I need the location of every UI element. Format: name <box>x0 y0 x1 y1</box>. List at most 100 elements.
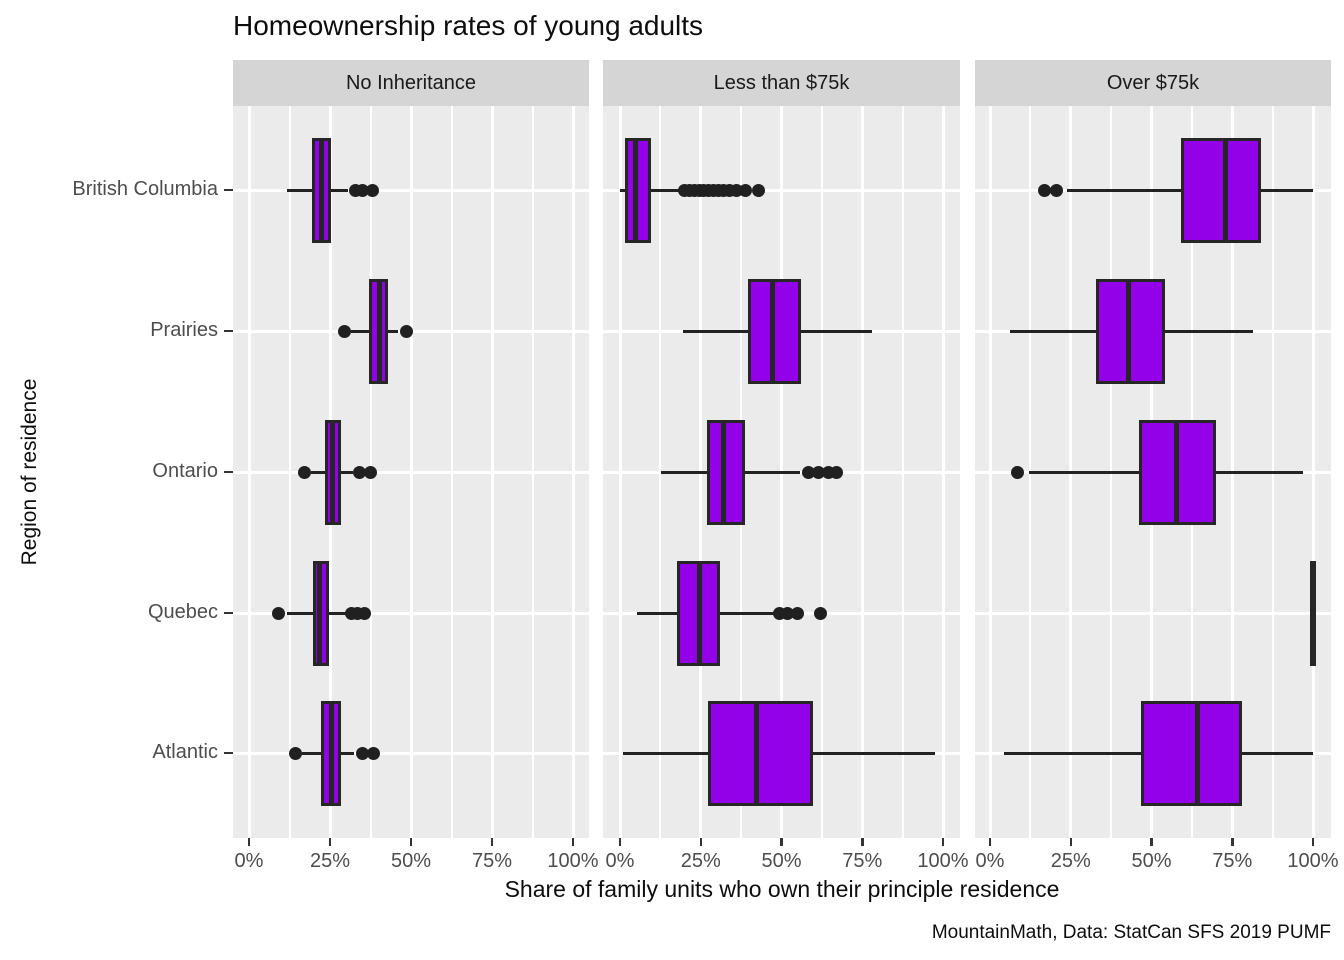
outlier-dot <box>357 606 371 620</box>
outlier-dot <box>1011 465 1025 479</box>
x-tick <box>941 838 945 846</box>
median-line <box>328 700 334 806</box>
whisker-high <box>800 329 872 333</box>
x-tick-label: 25% <box>1050 850 1091 872</box>
x-tick <box>1150 838 1153 846</box>
x-tick <box>571 838 575 846</box>
boxplot-degenerate-bar <box>1310 560 1316 666</box>
x-tick <box>1311 838 1315 846</box>
whisker-high <box>719 611 775 615</box>
whisker-high <box>813 751 935 755</box>
median-line <box>1173 419 1179 525</box>
major-gridline-horizontal <box>233 611 589 615</box>
major-gridline-horizontal <box>233 751 589 755</box>
median-line <box>329 419 335 525</box>
facet-strip-label: Less than $75k <box>713 71 850 94</box>
outlier-dot <box>791 606 805 620</box>
median-line <box>696 560 702 666</box>
x-tick <box>618 838 622 846</box>
major-gridline-horizontal <box>233 470 589 474</box>
y-tick-label: British Columbia <box>72 178 218 200</box>
box <box>1180 137 1262 243</box>
whisker-low <box>683 329 749 333</box>
outlier-dot <box>367 746 381 760</box>
y-tick <box>224 611 233 615</box>
whisker-low <box>286 611 313 615</box>
outlier-dot <box>288 746 302 760</box>
x-tick <box>328 838 332 846</box>
median-line <box>377 278 383 384</box>
median-line <box>1126 278 1132 384</box>
outlier-dot <box>352 465 366 479</box>
x-tick <box>1069 838 1072 846</box>
whisker-high <box>1261 188 1313 192</box>
whisker-high <box>330 188 349 192</box>
whisker-high <box>1242 751 1313 755</box>
outlier-dot <box>1038 183 1052 197</box>
y-tick <box>224 751 233 755</box>
major-gridline-horizontal <box>975 611 1331 615</box>
median-line <box>754 700 760 806</box>
y-tick-label: Prairies <box>150 319 218 341</box>
box <box>707 419 745 525</box>
whisker-low <box>351 329 370 333</box>
x-axis-title: Share of family units who own their prin… <box>504 876 1060 902</box>
y-tick <box>224 470 233 474</box>
y-tick <box>224 329 233 333</box>
whisker-high <box>745 470 800 474</box>
x-tick-label: 50% <box>761 850 802 872</box>
median-line <box>1222 137 1228 243</box>
outlier-dot <box>355 746 369 760</box>
x-tick-label: 0% <box>605 850 635 872</box>
outlier-dot <box>1049 183 1063 197</box>
facet-strip: Less than $75k <box>603 60 960 106</box>
outlier-dot <box>752 183 766 197</box>
x-tick <box>1231 838 1234 846</box>
outlier-dot <box>829 465 843 479</box>
x-tick-label: 0% <box>234 850 264 872</box>
whisker-high <box>388 329 399 333</box>
outlier-dot <box>813 606 827 620</box>
whisker-low <box>1010 329 1097 333</box>
whisker-low <box>622 751 708 755</box>
box <box>624 137 652 243</box>
y-tick-label: Ontario <box>152 460 218 482</box>
median-line <box>317 560 323 666</box>
whisker-high <box>1164 329 1254 333</box>
x-tick-label: 100% <box>917 850 969 872</box>
box <box>707 700 814 806</box>
facet-strip-label: Over $75k <box>1106 71 1200 94</box>
x-tick <box>780 838 783 846</box>
whisker-low <box>1066 188 1181 192</box>
x-tick-label: 75% <box>1212 850 1253 872</box>
x-tick-label: 100% <box>1287 850 1339 872</box>
x-tick-label: 25% <box>680 850 721 872</box>
x-tick <box>247 838 251 846</box>
median-line <box>1194 700 1200 806</box>
major-gridline-horizontal <box>603 188 960 192</box>
caption: MountainMath, Data: StatCan SFS 2019 PUM… <box>931 922 1331 943</box>
x-tick <box>988 838 992 846</box>
outlier-dot <box>271 606 285 620</box>
median-line <box>769 278 775 384</box>
major-gridline-horizontal <box>233 188 589 192</box>
x-tick-label: 75% <box>471 850 513 872</box>
outlier-dot <box>338 324 352 338</box>
x-tick-label: 50% <box>390 850 432 872</box>
whisker-high <box>329 611 348 615</box>
x-tick <box>861 838 864 846</box>
facet-strip-label: No Inheritance <box>345 71 477 94</box>
whisker-low <box>287 188 312 192</box>
outlier-dot <box>364 465 377 479</box>
whisker-high <box>341 751 355 755</box>
outlier-dot <box>739 183 753 197</box>
x-tick <box>409 838 413 846</box>
y-tick <box>224 188 233 192</box>
whisker-low <box>620 188 625 192</box>
whisker-high <box>1216 470 1303 474</box>
whisker-low <box>1003 751 1142 755</box>
whisker-low <box>302 751 322 755</box>
x-tick-label: 50% <box>1131 850 1172 872</box>
facet-strip: Over $75k <box>975 60 1331 106</box>
